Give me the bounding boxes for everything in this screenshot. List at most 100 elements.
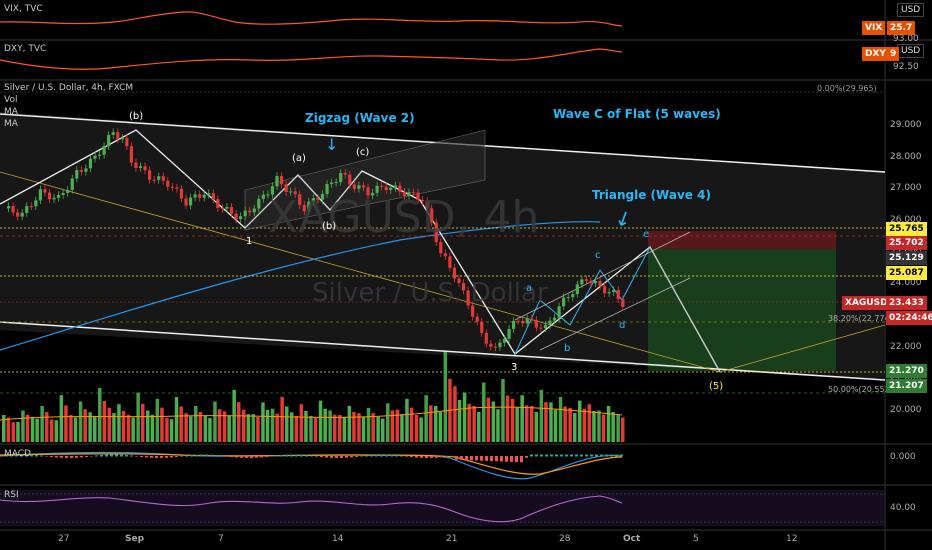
- macd-bar: [565, 454, 568, 457]
- candle: [589, 280, 593, 284]
- candle: [480, 321, 484, 333]
- volume-bar: [285, 406, 289, 442]
- candle: [598, 280, 602, 287]
- volume-bar: [352, 412, 356, 442]
- macd-bar: [175, 456, 178, 457]
- candles: [6, 128, 625, 351]
- macd-bar: [50, 456, 53, 458]
- candle: [270, 186, 275, 195]
- candle: [616, 290, 620, 300]
- candle: [248, 210, 252, 213]
- macd-bar: [515, 456, 518, 463]
- volume-bar: [25, 414, 30, 442]
- candle: [621, 299, 625, 307]
- candle: [298, 194, 302, 206]
- dxy-unit[interactable]: USD: [897, 44, 925, 58]
- wave-5-label-top: (b): [129, 111, 144, 122]
- volume-bar: [409, 407, 414, 442]
- candle: [603, 286, 607, 294]
- macd-bar: [265, 456, 268, 457]
- vix-unit[interactable]: USD: [897, 3, 925, 17]
- macd-bar: [40, 455, 43, 457]
- candle: [461, 283, 466, 291]
- price-tick: 21.000: [890, 373, 922, 383]
- macd-bar: [170, 456, 173, 458]
- candle: [348, 174, 352, 185]
- volume-bar: [467, 403, 471, 442]
- candle: [70, 178, 74, 190]
- volume-bar: [582, 408, 587, 442]
- candle: [525, 318, 529, 324]
- volume-bar: [342, 417, 347, 442]
- candle: [471, 305, 475, 317]
- macd-bar: [150, 456, 153, 458]
- macd-bar: [155, 456, 158, 458]
- macd-bar: [160, 456, 163, 458]
- time-tick: 12: [786, 534, 798, 544]
- macd-bar: [385, 454, 388, 457]
- dxy-line: [0, 48, 623, 70]
- macd-bar: [420, 456, 423, 458]
- macd-bar: [450, 455, 453, 457]
- volume-bar: [534, 412, 539, 442]
- candle: [521, 320, 525, 324]
- volume-bar: [50, 419, 54, 442]
- candle: [47, 192, 52, 200]
- macd-bar: [330, 456, 333, 458]
- macd-bar: [290, 454, 293, 457]
- rsi-tick: 40.00: [890, 503, 916, 513]
- volume-bar: [16, 421, 20, 442]
- rsi-title: RSI: [4, 490, 19, 500]
- candle: [430, 208, 434, 223]
- macd-bar: [435, 456, 438, 458]
- candle: [116, 132, 120, 140]
- price-level-tag: 25.087: [886, 266, 927, 280]
- macd-title: MACD: [4, 449, 31, 459]
- macd-bar: [615, 454, 618, 457]
- candle: [234, 213, 238, 220]
- volume-bar: [338, 415, 342, 442]
- macd-bar: [60, 456, 63, 458]
- candle: [52, 197, 56, 200]
- volume-bar: [530, 406, 534, 442]
- candle: [239, 216, 243, 220]
- price-level-tag: 25.765: [886, 222, 927, 236]
- volume-bar: [597, 410, 601, 442]
- candle: [380, 185, 384, 187]
- triangle-a-label: a: [526, 283, 533, 294]
- macd-bar: [35, 455, 38, 457]
- candle: [220, 208, 224, 210]
- volume-bar: [64, 405, 68, 442]
- macd-bar: [480, 456, 483, 461]
- volume-bar: [563, 406, 567, 442]
- macd-bar: [465, 456, 468, 461]
- candle: [439, 242, 443, 254]
- triangle-b-label: b: [564, 343, 571, 354]
- zigzag-label: Zigzag (Wave 2): [305, 111, 415, 125]
- candle: [516, 320, 520, 322]
- time-tick: 7: [218, 534, 224, 544]
- macd-bar: [55, 456, 58, 458]
- volume-bar: [496, 409, 500, 442]
- volume-bar: [525, 405, 529, 442]
- macd-bar: [75, 456, 78, 458]
- candle: [188, 197, 193, 206]
- price-tick: 24.000: [890, 278, 922, 289]
- macd-bar: [10, 455, 13, 457]
- volume-bar: [592, 410, 596, 442]
- candle: [407, 192, 411, 197]
- macd-bar: [410, 456, 413, 458]
- candle: [79, 170, 83, 172]
- macd-bar: [310, 455, 313, 457]
- candle: [580, 279, 584, 285]
- candle: [166, 180, 170, 187]
- macd-bar: [280, 454, 283, 457]
- volume-bar: [491, 401, 496, 442]
- volume-bar: [294, 415, 299, 442]
- fib-50-label: 50.00%(20.553): [828, 385, 893, 394]
- volume-bar: [217, 409, 222, 442]
- macd-bar: [195, 454, 198, 457]
- candle: [229, 206, 234, 214]
- macd-bar: [135, 456, 138, 457]
